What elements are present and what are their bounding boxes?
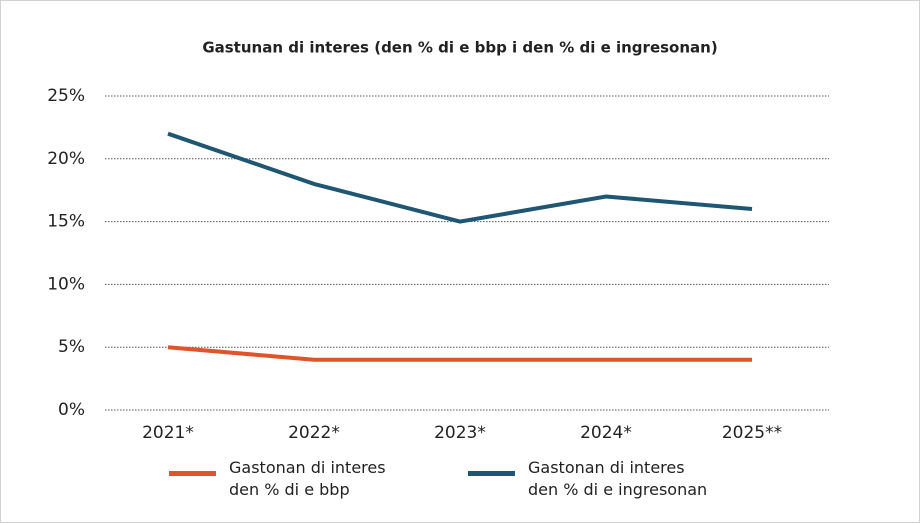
x-tick-label: 2025** (722, 423, 782, 443)
series-line (167, 131, 753, 224)
y-tick-label: 20% (47, 149, 85, 169)
x-tick-label: 2022* (288, 423, 340, 443)
y-tick-label: 0% (58, 400, 85, 420)
x-tick-label: 2021* (142, 423, 194, 443)
y-tick-label: 15% (47, 212, 85, 232)
y-tick-label: 10% (47, 274, 85, 294)
x-tick-label: 2024* (580, 423, 632, 443)
y-tick-label: 5% (58, 337, 85, 357)
series-line (167, 345, 752, 362)
chart-title: Gastunan di interes (den % di e bbp i de… (202, 39, 717, 57)
legend-label: Gastonan di interes den % di e bbp (229, 458, 386, 499)
y-tick-label: 25% (47, 86, 85, 106)
legend-swatch (169, 471, 216, 476)
legend-swatch (468, 471, 515, 476)
x-tick-label: 2023* (434, 423, 486, 443)
legend-label: Gastonan di interes den % di e ingresona… (528, 458, 708, 499)
